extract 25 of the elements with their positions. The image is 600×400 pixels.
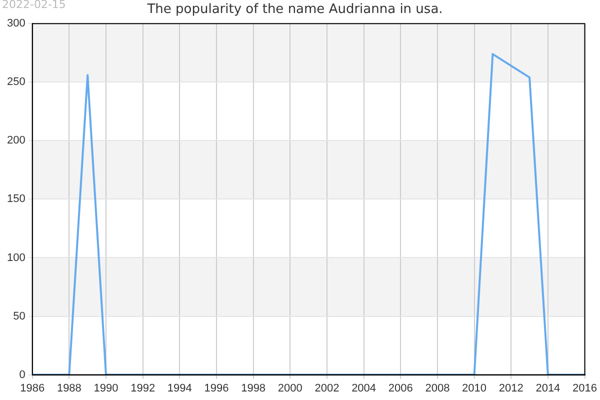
x-tick-label: 1992: [130, 382, 156, 394]
x-tick-label: 1994: [167, 382, 192, 394]
x-tick-label: 2012: [498, 382, 524, 394]
x-tick-label: 2016: [572, 382, 598, 394]
y-tick-label: 250: [6, 76, 26, 88]
x-tick-label: 2014: [536, 382, 560, 394]
text: 2022-02-15: [2, 0, 66, 11]
x-tick-label: 2000: [278, 382, 302, 394]
y-tick-label: 100: [6, 252, 26, 264]
x-tick-label: 2004: [352, 382, 376, 394]
x-tick-label: 2006: [388, 382, 413, 394]
y-tick-label: 50: [13, 310, 26, 322]
x-tick-label: 2008: [425, 382, 450, 394]
x-tick-label: 1988: [56, 382, 82, 394]
x-tick-label: 1986: [20, 382, 45, 394]
y-tick-label: 0: [19, 368, 26, 381]
y-tick-label: 150: [6, 193, 26, 206]
x-tick-label: 2010: [462, 382, 487, 394]
y-tick-label: 200: [6, 134, 26, 147]
x-tick-label: 1996: [204, 382, 229, 394]
chart-title: The popularity of the name Audrianna in usa.: [146, 2, 443, 18]
x-tick-label: 2002: [314, 382, 340, 394]
x-tick-label: 1990: [94, 382, 118, 394]
y-tick-label: 300: [6, 18, 26, 30]
x-tick-label: 1998: [241, 382, 266, 394]
